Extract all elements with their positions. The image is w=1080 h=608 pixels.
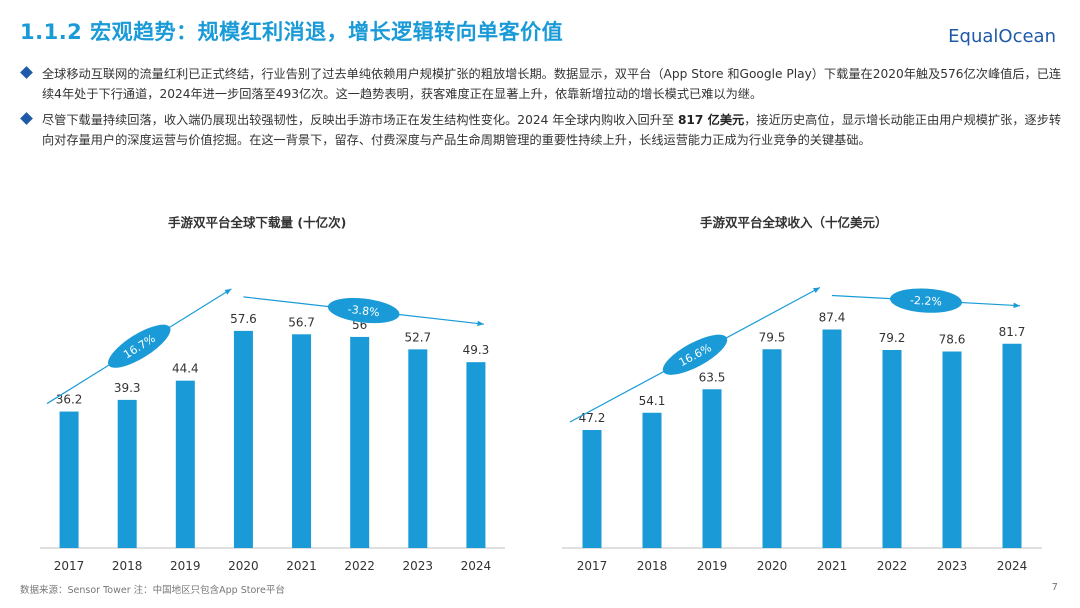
bar-2019 — [175, 380, 195, 548]
tick-label-2017: 2017 — [577, 559, 608, 573]
tick-label-2018: 2018 — [112, 559, 143, 573]
bullet-text-2-bold: 817 亿美元 — [677, 113, 745, 127]
trend-arrow-head-icon — [224, 288, 232, 295]
tick-label-2022: 2022 — [877, 559, 908, 573]
cagr-label: -3.8% — [347, 303, 380, 320]
data-label-2021: 56.7 — [288, 315, 315, 329]
bar-2018 — [642, 412, 662, 548]
data-label-2023: 78.6 — [939, 333, 966, 347]
bar-2022 — [882, 350, 902, 548]
bullet-text-1: 全球移动互联网的流量红利已正式终结，行业告别了过去单纯依赖用户规模扩张的粗放增长… — [42, 67, 1062, 101]
tick-label-2019: 2019 — [697, 559, 728, 573]
tick-label-2018: 2018 — [637, 559, 668, 573]
bar-2021 — [822, 329, 842, 548]
bullet-item-2: 尽管下载量持续回落，收入端仍展现出较强韧性，反映出手游市场正在发生结构性变化。2… — [20, 110, 1065, 150]
data-label-2021: 87.4 — [819, 311, 846, 325]
tick-label-2023: 2023 — [937, 559, 968, 573]
data-label-2023: 52.7 — [404, 330, 431, 344]
data-label-2024: 81.7 — [999, 325, 1026, 339]
bullet-text-2-post: ，接近历史高位，显示增长动能正由用户规模扩张，逐步转向对存量用户的深度运营与价值… — [42, 113, 1062, 147]
tick-label-2024: 2024 — [997, 559, 1028, 573]
tick-label-2021: 2021 — [286, 559, 317, 573]
data-label-2017: 36.2 — [56, 393, 83, 407]
data-label-2020: 79.5 — [759, 330, 786, 344]
data-label-2018: 54.1 — [639, 394, 666, 408]
chart-title-downloads: 手游双平台全球下载量 (十亿次) — [168, 215, 347, 230]
data-label-2017: 47.2 — [579, 411, 606, 425]
brand-logo: EqualOcean — [948, 26, 1056, 47]
tick-label-2022: 2022 — [344, 559, 375, 573]
bar-2019 — [702, 389, 722, 548]
bar-2024 — [466, 362, 486, 548]
trend-arrow-head-icon — [1013, 302, 1020, 309]
bullet-list: 全球移动互联网的流量红利已正式终结，行业告别了过去单纯依赖用户规模扩张的粗放增长… — [20, 64, 1065, 156]
bar-2022 — [350, 336, 370, 548]
tick-label-2019: 2019 — [170, 559, 201, 573]
chart-title-revenue: 手游双平台全球收入（十亿美元） — [700, 215, 888, 230]
bar-2017 — [582, 430, 602, 548]
data-label-2020: 57.6 — [230, 312, 257, 326]
page-number: 7 — [1051, 582, 1058, 593]
trend-arrow-head-icon — [813, 287, 820, 293]
tick-label-2020: 2020 — [757, 559, 788, 573]
bar-2024 — [1002, 343, 1022, 548]
tick-label-2021: 2021 — [817, 559, 848, 573]
bar-2020 — [762, 349, 782, 548]
cagr-badge — [662, 334, 728, 375]
data-label-2019: 44.4 — [172, 362, 199, 376]
bullet-item-1: 全球移动互联网的流量红利已正式终结，行业告别了过去单纯依赖用户规模扩张的粗放增长… — [20, 64, 1065, 104]
bar-2023 — [942, 351, 962, 548]
cagr-badge — [108, 324, 171, 368]
trend-arrow-head-icon — [477, 320, 484, 327]
data-label-2022: 79.2 — [879, 331, 906, 345]
tick-label-2023: 2023 — [403, 559, 434, 573]
bar-2023 — [408, 349, 428, 548]
page-title: 1.1.2 宏观趋势：规模红利消退，增长逻辑转向单客价值 — [20, 20, 564, 44]
bullet-text-2-pre: 尽管下载量持续回落，收入端仍展现出较强韧性，反映出手游市场正在发生结构性变化。2… — [42, 113, 678, 127]
tick-label-2020: 2020 — [228, 559, 259, 573]
data-label-2019: 63.5 — [699, 370, 726, 384]
cagr-badge — [890, 288, 962, 313]
bar-2021 — [292, 334, 312, 548]
bar-2020 — [233, 330, 253, 548]
bar-2017 — [59, 411, 79, 548]
cagr-label: -2.2% — [910, 294, 943, 309]
cagr-badge — [327, 297, 400, 324]
source-note: 数据来源：Sensor Tower 注：中国地区只包含App Store平台 — [20, 585, 285, 596]
tick-label-2024: 2024 — [461, 559, 492, 573]
tick-label-2017: 2017 — [54, 559, 85, 573]
data-label-2018: 39.3 — [114, 381, 141, 395]
data-label-2024: 49.3 — [463, 343, 490, 357]
bar-2018 — [117, 399, 137, 548]
